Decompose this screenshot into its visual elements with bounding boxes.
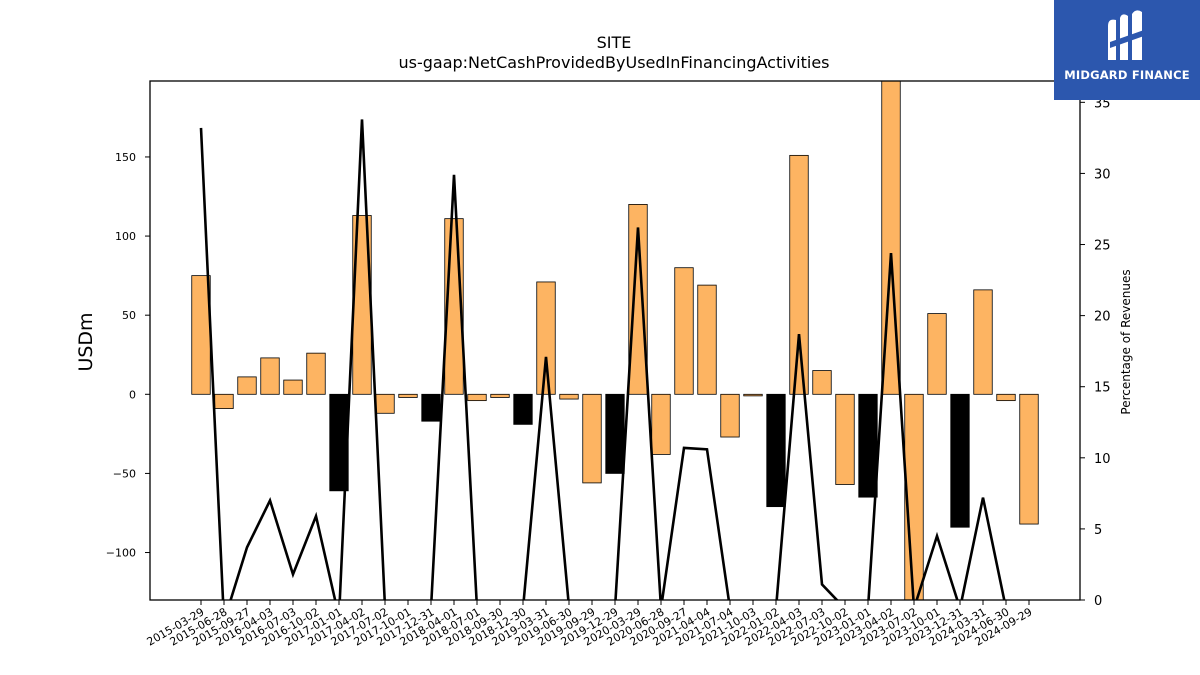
bar	[237, 376, 257, 395]
bar	[421, 393, 441, 422]
bar	[605, 393, 625, 474]
bar	[789, 154, 809, 395]
y2-tick-label: 25	[1094, 239, 1111, 254]
brand-name: MIDGARD FINANCE	[1064, 68, 1190, 82]
y-axis-label: USDm	[75, 312, 97, 371]
chart-title: SITE	[597, 33, 632, 52]
y2-tick-label: 10	[1094, 452, 1111, 467]
bar	[1019, 393, 1039, 525]
y-tick-label: −50	[113, 467, 136, 480]
bar	[766, 393, 786, 508]
midgard-m-logo-icon	[1108, 10, 1144, 61]
bar	[651, 393, 671, 455]
y2-axis-label: Percentage of Revenues	[1119, 269, 1133, 414]
y-tick-label: 50	[122, 309, 136, 322]
bar	[950, 393, 970, 528]
bar	[628, 204, 648, 395]
bar	[720, 393, 740, 438]
line-series	[199, 119, 1006, 600]
bar	[490, 393, 510, 398]
bar	[743, 393, 763, 397]
y2-tick-label: 30	[1094, 167, 1111, 182]
y-tick-label: −100	[106, 547, 136, 560]
bar	[674, 267, 694, 395]
bar	[996, 393, 1016, 402]
bar	[260, 357, 280, 395]
chart-subtitle: us-gaap:NetCashProvidedByUsedInFinancing…	[398, 53, 829, 72]
bar	[812, 370, 832, 395]
y-tick-label: 0	[129, 388, 136, 401]
bar	[858, 393, 878, 498]
y2-tick-label: 0	[1094, 594, 1102, 609]
bar	[398, 393, 418, 398]
y2-tick-label: 15	[1094, 381, 1111, 396]
bar	[214, 393, 234, 409]
y-axis-right: 0 5 10 15 20 25 30 35	[1080, 96, 1111, 609]
revenue-percentage-line	[199, 119, 1006, 600]
bar	[927, 313, 947, 395]
y2-tick-label: 5	[1094, 523, 1102, 538]
bar	[697, 284, 717, 395]
bar	[306, 352, 326, 395]
bar	[582, 393, 602, 484]
bar	[513, 393, 533, 425]
bar	[375, 393, 395, 414]
y-tick-label: 150	[115, 151, 136, 164]
y2-tick-label: 20	[1094, 310, 1111, 325]
bar	[559, 393, 579, 400]
y-tick-label: 100	[115, 230, 136, 243]
bar	[536, 281, 556, 395]
bar	[467, 393, 487, 402]
bar	[835, 393, 855, 485]
y-axis-left: −100 −50 0 50 100 150	[106, 151, 150, 560]
brand-logo: MIDGARD FINANCE	[1054, 0, 1200, 100]
bar-series	[191, 81, 1039, 600]
x-axis: 2015-03-292015-06-282015-09-272016-04-03…	[145, 600, 1035, 649]
bar	[973, 289, 993, 395]
bar	[283, 379, 303, 395]
y2-tick-label: 35	[1094, 96, 1111, 111]
